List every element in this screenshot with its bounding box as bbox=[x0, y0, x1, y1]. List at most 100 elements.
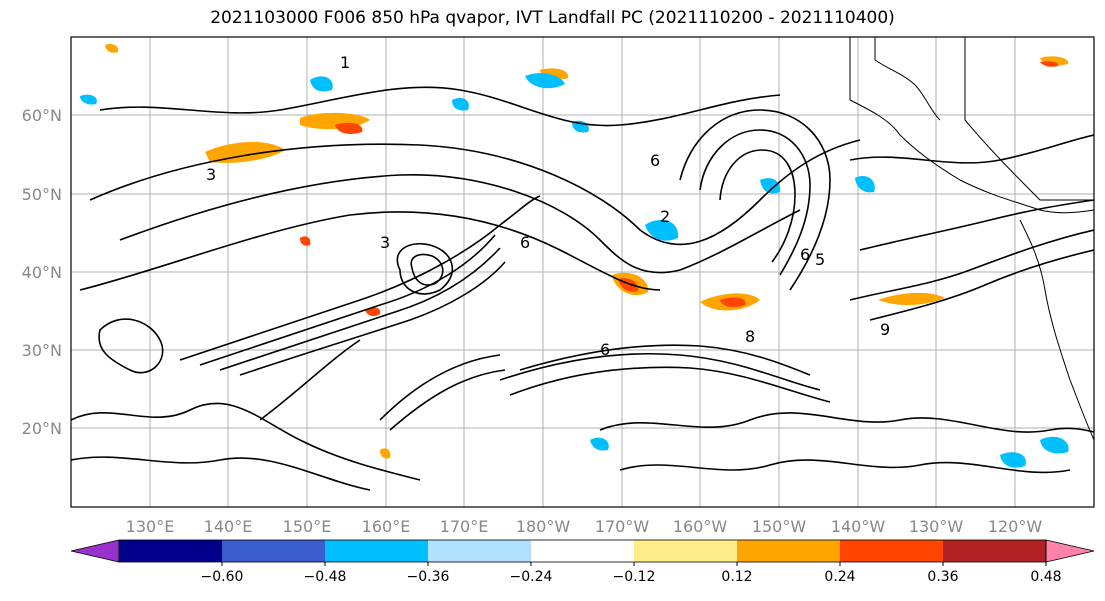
lon-label-150e: 150°E bbox=[283, 517, 332, 536]
lat-label-30n: 30°N bbox=[22, 341, 62, 360]
contour-label: 9 bbox=[880, 320, 890, 339]
contour-line bbox=[410, 253, 444, 286]
contour-labels: 1 3 3 6 6 5 2 9 8 6 6 bbox=[206, 53, 890, 359]
contour-line bbox=[239, 261, 506, 376]
contour-line bbox=[619, 459, 1071, 474]
colorbar-tick-labels: −0.60 −0.48 −0.36 −0.24 −0.12 0.12 0.24 0.36 0.4… bbox=[201, 562, 1062, 585]
contour-line bbox=[119, 174, 801, 274]
shade-patch bbox=[105, 43, 119, 53]
lon-label-160w: 160°W bbox=[673, 517, 728, 536]
colorbar-tick-label: −0.36 bbox=[407, 569, 450, 585]
lon-label-140w: 140°W bbox=[831, 517, 886, 536]
contour-line bbox=[599, 412, 1094, 433]
map-frame bbox=[70, 36, 1095, 508]
contour-line bbox=[219, 247, 501, 371]
contour-line bbox=[699, 129, 811, 276]
coastline bbox=[849, 37, 1094, 441]
colorbar-tick-label: 0.24 bbox=[824, 569, 855, 585]
contour-label: 2 bbox=[660, 207, 670, 226]
lon-label-170e: 170°E bbox=[440, 517, 489, 536]
contour-line bbox=[719, 149, 796, 263]
contour-label: 5 bbox=[815, 250, 825, 269]
lon-label-140e: 140°E bbox=[204, 517, 253, 536]
colorbar-swatch bbox=[428, 540, 531, 562]
lon-label-180w: 180°W bbox=[516, 517, 571, 536]
shade-patch bbox=[80, 94, 97, 105]
contour-line bbox=[79, 211, 661, 291]
map-title: 2021103000 F006 850 hPa qvapor, IVT Land… bbox=[210, 8, 895, 28]
contour-line bbox=[679, 109, 831, 291]
colorbar-extend-high bbox=[1045, 539, 1095, 563]
lon-label-130e: 130°E bbox=[126, 517, 175, 536]
contour-label: 1 bbox=[340, 53, 350, 72]
colorbar-tick-label: −0.60 bbox=[201, 569, 244, 585]
lat-label-20n: 20°N bbox=[22, 419, 62, 438]
contour-label: 6 bbox=[800, 245, 810, 264]
coastline-path bbox=[849, 37, 1094, 214]
lon-label-160e: 160°E bbox=[362, 517, 411, 536]
contour-line bbox=[389, 369, 506, 431]
colorbar-swatch bbox=[737, 540, 840, 562]
coastline-path bbox=[874, 37, 941, 121]
contour-line bbox=[199, 234, 496, 366]
contour-line bbox=[509, 366, 831, 403]
shade-patch bbox=[878, 292, 945, 306]
contour-line bbox=[99, 86, 781, 127]
colorbar-swatch bbox=[943, 540, 1046, 562]
contour-label: 3 bbox=[206, 165, 216, 184]
contour-line bbox=[859, 199, 1094, 251]
contour-line bbox=[259, 339, 361, 421]
shade-patch bbox=[310, 76, 333, 92]
shade-patch bbox=[645, 219, 679, 241]
lon-label-150w: 150°W bbox=[752, 517, 807, 536]
shade-patch bbox=[1000, 452, 1026, 468]
shade-patch bbox=[380, 448, 391, 459]
ivt-contours bbox=[71, 86, 1094, 491]
contour-line bbox=[869, 249, 1094, 321]
contour-line bbox=[519, 344, 811, 376]
latitude-labels: 60°N 50°N 40°N 30°N 20°N bbox=[22, 106, 62, 438]
colorbar-extend-low bbox=[70, 539, 120, 563]
shade-patch bbox=[205, 141, 285, 163]
contour-line bbox=[98, 318, 164, 374]
shade-patch bbox=[1040, 61, 1059, 67]
colorbar-swatch bbox=[222, 540, 325, 562]
shade-patch bbox=[335, 122, 363, 134]
colorbar-swatch bbox=[325, 540, 428, 562]
colorbar-tick-label: −0.48 bbox=[304, 569, 347, 585]
lat-label-50n: 50°N bbox=[22, 185, 62, 204]
gridlines bbox=[71, 37, 1094, 507]
lon-label-170w: 170°W bbox=[595, 517, 650, 536]
contour-line bbox=[396, 243, 454, 295]
shade-patch bbox=[1040, 436, 1069, 454]
lat-label-40n: 40°N bbox=[22, 263, 62, 282]
contour-line bbox=[71, 456, 371, 491]
shade-patch bbox=[760, 178, 781, 194]
contour-line bbox=[849, 134, 1094, 164]
contour-label: 6 bbox=[520, 233, 530, 252]
colorbar-tick-label: 0.48 bbox=[1030, 569, 1061, 585]
shade-patch bbox=[720, 297, 746, 308]
contour-label: 8 bbox=[745, 327, 755, 346]
contour-line bbox=[379, 354, 501, 421]
colorbar-swatch bbox=[531, 540, 634, 562]
colorbar-tick-label: 0.12 bbox=[721, 569, 752, 585]
contour-line bbox=[179, 195, 541, 361]
contour-label: 6 bbox=[600, 340, 610, 359]
colorbar-outline bbox=[118, 539, 1047, 563]
contour-line bbox=[71, 402, 421, 481]
contour-label: 6 bbox=[650, 151, 660, 170]
shade-patch bbox=[300, 236, 311, 246]
colorbar-swatch bbox=[634, 540, 737, 562]
lon-label-130w: 130°W bbox=[909, 517, 964, 536]
contour-line bbox=[89, 139, 861, 246]
colorbar bbox=[70, 539, 1095, 563]
shade-patch bbox=[525, 73, 565, 89]
colorbar-tick-label: −0.24 bbox=[510, 569, 553, 585]
contour-line bbox=[849, 229, 1094, 301]
shade-patch bbox=[855, 175, 875, 193]
shade-patch bbox=[452, 98, 469, 111]
longitude-labels: 130°E 140°E 150°E 160°E 170°E 180°W 170°… bbox=[126, 517, 1043, 536]
border-path bbox=[964, 37, 1094, 201]
